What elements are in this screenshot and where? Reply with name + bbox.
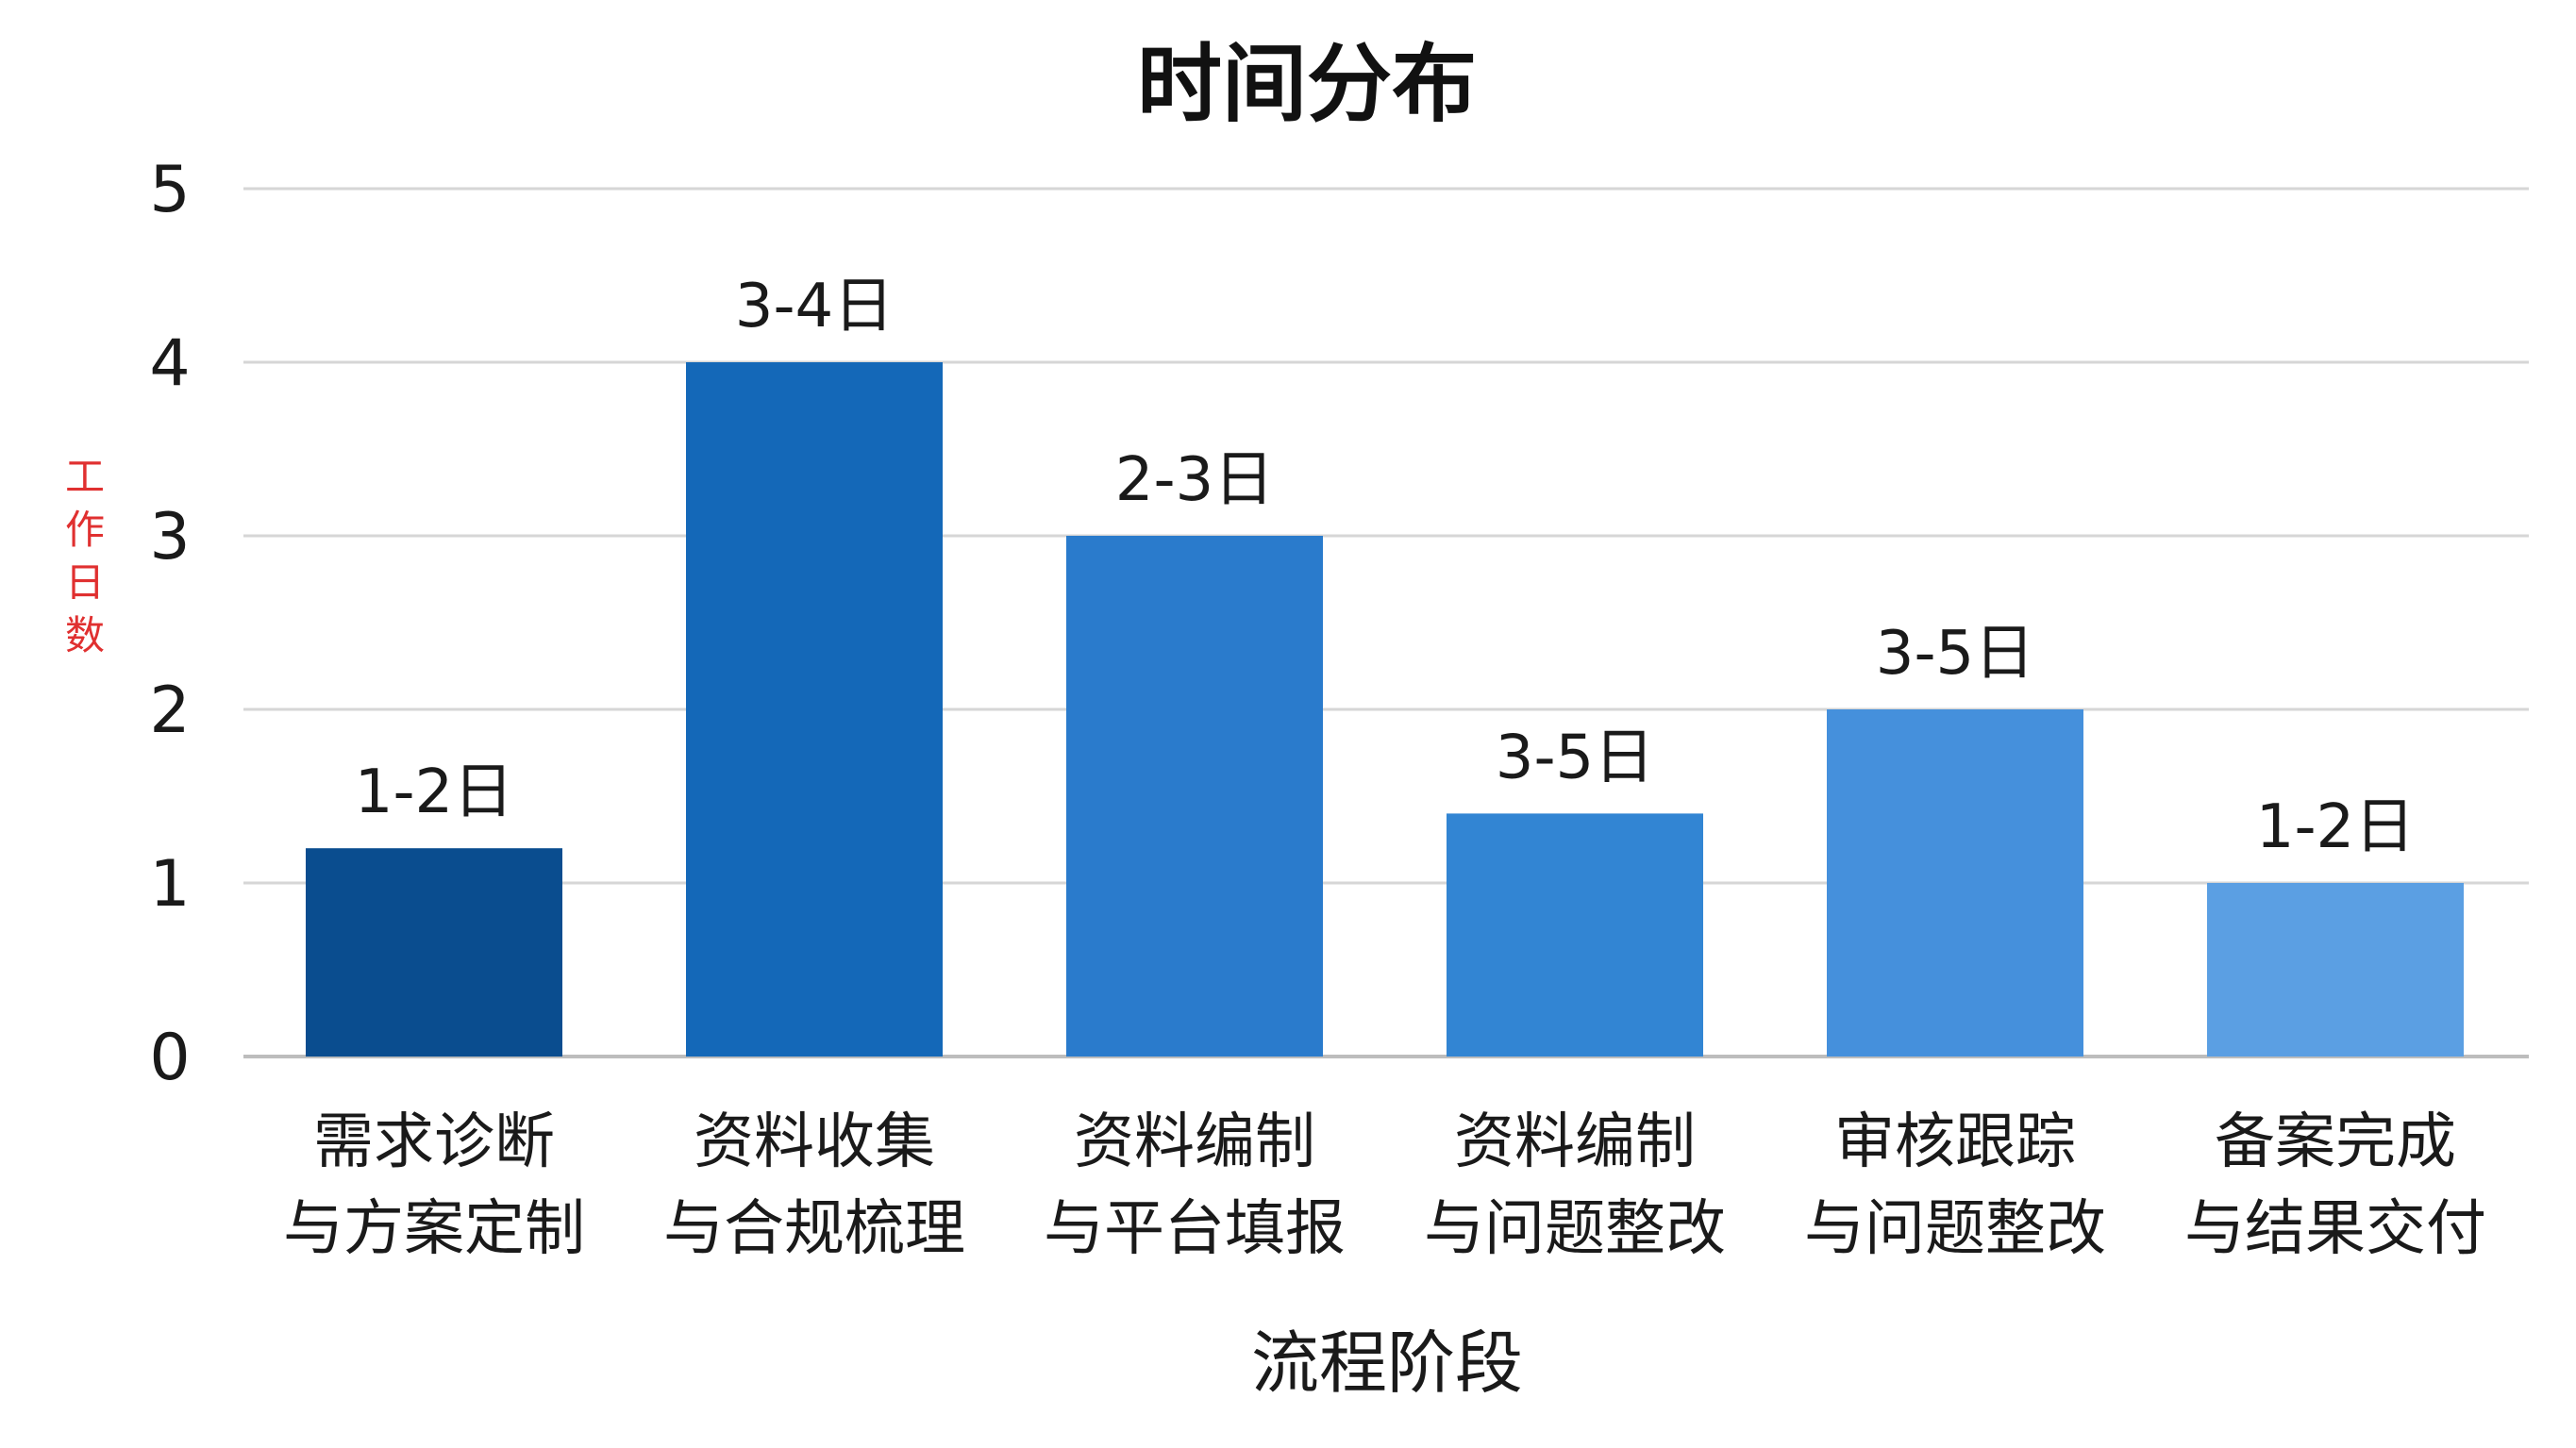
y-tick-label-4: 4 xyxy=(149,326,190,401)
y-tick-label-3: 3 xyxy=(149,500,190,574)
category-label-2-line-2: 与合规梳理 xyxy=(663,1194,965,1264)
data-labels-layer: 1-2日 3-4日 2-3日 3-5日 3-5日 1-2日 xyxy=(355,272,2416,862)
x-axis-label: 流程阶段 xyxy=(1251,1323,1523,1403)
category-label-5-line-2: 与问题整改 xyxy=(1804,1194,2106,1264)
bars-layer xyxy=(306,362,2464,1057)
bar-5 xyxy=(1827,709,2083,1057)
category-label-6-line-2: 与结果交付 xyxy=(2184,1194,2486,1264)
category-label-2-line-1: 资料收集 xyxy=(694,1107,935,1177)
y-axis-ticks: 0 1 2 3 4 5 xyxy=(149,153,190,1095)
data-label-5: 3-5日 xyxy=(1876,619,2035,689)
y-tick-label-1: 1 xyxy=(149,847,190,922)
category-label-4-line-1: 资料编制 xyxy=(1454,1107,1696,1177)
category-label-4-line-2: 与问题整改 xyxy=(1424,1194,1726,1264)
data-label-4: 3-5日 xyxy=(1496,723,1655,792)
data-label-2: 3-4日 xyxy=(735,272,895,341)
category-label-6-line-1: 备案完成 xyxy=(2215,1107,2456,1177)
category-label-3-line-2: 与平台填报 xyxy=(1044,1194,1346,1264)
data-label-1: 1-2日 xyxy=(355,757,514,827)
y-axis-label-char-1: 工 xyxy=(65,454,105,500)
category-label-5-line-1: 审核跟踪 xyxy=(1834,1107,2076,1177)
bar-6 xyxy=(2207,883,2464,1057)
bar-4 xyxy=(1447,813,1703,1057)
chart-title: 时间分布 xyxy=(1137,35,1477,134)
category-label-1-line-1: 需求诊断 xyxy=(313,1107,555,1177)
data-label-3: 2-3日 xyxy=(1115,445,1275,515)
category-label-1-line-2: 与方案定制 xyxy=(283,1194,585,1264)
y-tick-label-2: 2 xyxy=(149,674,190,748)
bar-1 xyxy=(306,848,562,1057)
data-label-6: 1-2日 xyxy=(2256,792,2416,862)
category-label-3-line-1: 资料编制 xyxy=(1074,1107,1315,1177)
bar-3 xyxy=(1066,536,1323,1057)
y-tick-label-5: 5 xyxy=(149,153,190,227)
y-axis-label-char-3: 日 xyxy=(65,559,105,606)
y-tick-label-0: 0 xyxy=(149,1021,190,1095)
y-axis-label-char-4: 数 xyxy=(65,612,105,658)
bar-2 xyxy=(686,362,943,1057)
y-axis-label-char-2: 作 xyxy=(65,507,105,553)
grid-layer xyxy=(243,187,2529,1058)
